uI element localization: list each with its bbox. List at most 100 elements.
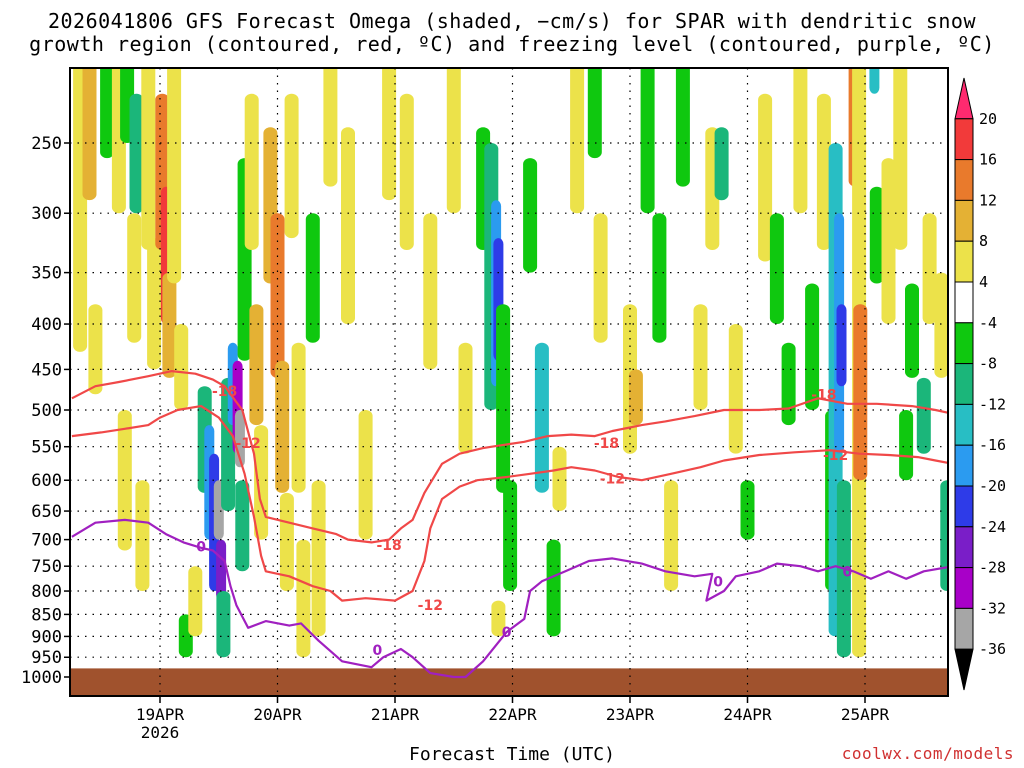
contour-lines: -18 -18 -18 -18 -12 -12 -12 -12 0 0 0 0 0 [71,370,948,679]
omega-cell [869,68,880,94]
x-tick-label: 21APR [371,705,420,724]
omega-cell [270,213,285,378]
omega-cell [141,68,156,250]
y-tick-label: 300 [31,204,62,224]
contour-label: 0 [196,540,206,556]
omega-cell [162,272,177,378]
y-tick-label: 800 [31,582,62,602]
y-tick-label: 350 [31,264,62,284]
colorbar-segment [954,648,974,691]
x-tick-label: 25APR [841,705,890,724]
x-axis-label: Forecast Time (UTC) [409,744,615,765]
y-tick-label: 700 [31,531,62,551]
omega-cell [503,480,518,591]
omega-cell [640,68,655,214]
colorbar-label: 8 [979,232,988,250]
omega-cell [728,324,743,454]
y-tick-label: 450 [31,360,62,380]
omega-cell [534,342,549,493]
colorbar-label: 16 [979,151,997,169]
omega-cell [758,93,773,262]
plot-frame [69,67,949,697]
contour-label: -18 [811,387,836,403]
colorbar-segment [954,281,974,324]
omega-cell [358,410,373,540]
omega-shading [73,68,948,658]
contour-label: -12 [600,471,625,487]
contour-label: -12 [823,448,848,464]
colorbar-label: -28 [979,559,1006,577]
omega-cell [816,93,831,250]
colorbar-segment [954,485,974,528]
omega-cell [249,304,264,426]
omega-cell [893,68,908,250]
y-tick-label: 850 [31,605,62,625]
y-axis: 2503003504004505005506006507007508008509… [21,134,70,688]
omega-cell [496,304,511,493]
colorbar-segment [954,77,974,120]
colorbar-legend: 20 16 12 8 4 -4 -8 -12 -16 -20 -24 -28 -32 -36 [954,77,1006,691]
omega-cell [129,93,144,214]
omega-cell [781,342,796,426]
omega-cell [934,272,948,378]
y-tick-label: 600 [31,471,62,491]
colorbar-segment [954,444,974,487]
y-tick-label: 750 [31,557,62,577]
chart-title-line-1: 2026041806 GFS Forecast Omega (shaded, −… [47,9,977,33]
omega-cell [341,127,355,325]
colorbar-segment [954,240,974,283]
contour-label: -12 [235,436,260,452]
y-tick-label: 250 [31,134,62,154]
ground-surface [70,668,948,696]
contour-label: -18 [594,436,619,452]
credit-text: coolwx.com/models [841,744,1014,763]
colorbar-label: 12 [979,191,997,209]
contour-label: 0 [502,625,512,641]
omega-cell [881,158,896,324]
omega-cell [291,342,306,493]
contour-label: 0 [713,574,723,590]
omega-cell [836,304,847,387]
contour-label: 0 [843,564,853,580]
colorbar-segment [954,526,974,569]
omega-cell [167,68,182,284]
colorbar-label: -4 [979,314,997,332]
x-tick-label: 19APR [136,705,185,724]
omega-cell [284,93,299,239]
omega-cell [135,480,150,591]
omega-cell [905,283,919,378]
omega-cell [127,213,142,343]
colorbar-segment [954,118,974,161]
omega-cell [491,600,506,637]
y-tick-label: 550 [31,438,62,458]
y-tick-label: 950 [31,648,62,668]
omega-cell [88,304,103,395]
colorbar-label: -24 [979,518,1006,536]
omega-cell [423,213,438,370]
omega-cell [546,539,561,637]
omega-cell [805,283,820,410]
colorbar-label: -32 [979,599,1006,617]
omega-cell [652,213,667,343]
colorbar-label: -36 [979,640,1006,658]
colorbar-segment [954,363,974,405]
omega-cell [216,591,231,658]
colorbar-label: 4 [979,273,988,291]
y-tick-label: 500 [31,401,62,421]
contour-label: -18 [212,384,237,400]
x-tick-label: 24APR [723,705,772,724]
colorbar-segment [954,607,974,650]
omega-cell [279,492,294,592]
omega-cell [769,213,784,324]
omega-cell [523,158,538,273]
contour-line [71,405,948,602]
contour-line [71,518,948,679]
omega-cell [899,410,914,481]
omega-cell [458,342,473,454]
omega-cell [693,304,708,410]
omega-cell [916,377,931,454]
x-tick-label: 23APR [606,705,655,724]
y-tick-label: 650 [31,502,62,522]
omega-cell [147,238,162,370]
